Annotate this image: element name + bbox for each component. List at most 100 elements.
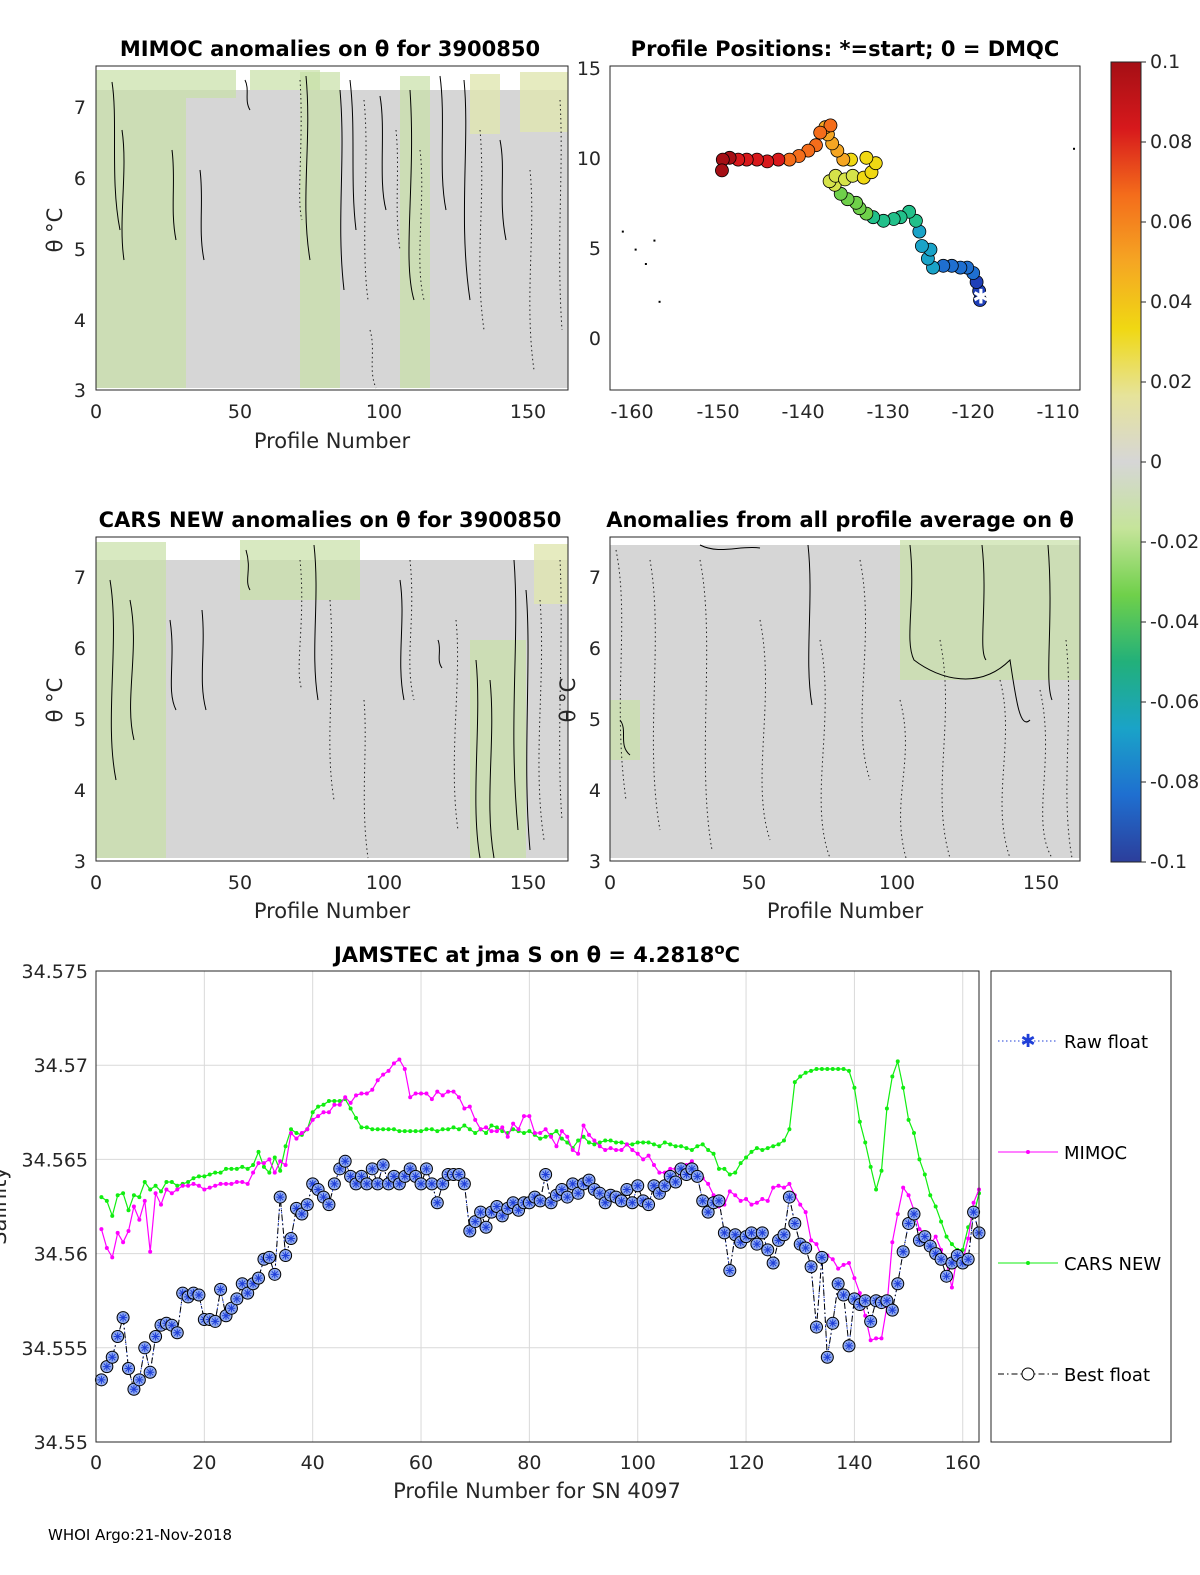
cars-point bbox=[760, 1147, 765, 1152]
cars-point bbox=[765, 1146, 770, 1151]
mimoc-point bbox=[316, 1114, 321, 1119]
y-tick-label: 5 bbox=[74, 709, 86, 731]
mimoc-point bbox=[830, 1257, 835, 1262]
colorbar-tick-label: 0.04 bbox=[1150, 291, 1192, 313]
mimoc-point bbox=[245, 1181, 250, 1186]
cars-point bbox=[890, 1074, 895, 1079]
mimoc-point bbox=[603, 1147, 608, 1152]
raw-float-point bbox=[866, 1317, 875, 1326]
y-tick-label: 5 bbox=[589, 709, 601, 731]
cars-point bbox=[895, 1059, 900, 1064]
cars-point bbox=[440, 1127, 445, 1132]
raw-float-point bbox=[384, 1179, 393, 1188]
cars-point bbox=[159, 1189, 164, 1194]
raw-float-point bbox=[909, 1210, 918, 1219]
cars-point bbox=[651, 1142, 656, 1147]
cars-point bbox=[348, 1106, 353, 1111]
raw-float-point bbox=[639, 1196, 648, 1205]
y-tick-label: 34.56 bbox=[34, 1244, 88, 1266]
mimoc-point bbox=[576, 1151, 581, 1156]
mimoc-point bbox=[419, 1091, 424, 1096]
mimoc-point bbox=[191, 1181, 196, 1186]
mimoc-point bbox=[505, 1134, 510, 1139]
cars-point bbox=[819, 1066, 824, 1071]
x-tick-label: -110 bbox=[1036, 401, 1079, 423]
mimoc-point bbox=[906, 1193, 911, 1198]
raw-float-point bbox=[855, 1300, 864, 1309]
cars-point bbox=[354, 1115, 359, 1120]
salinity-title-main: JAMSTEC at jma S on θ = 4.2818 bbox=[332, 943, 714, 967]
cars-point bbox=[700, 1142, 705, 1147]
x-tick-label: -130 bbox=[866, 401, 909, 423]
cars-point bbox=[224, 1166, 229, 1171]
x-tick-label: 0 bbox=[90, 401, 102, 423]
panel-average-xticks: 0 50 100 150 bbox=[604, 872, 1059, 894]
profile-position-marker bbox=[813, 125, 828, 140]
mimoc-point bbox=[570, 1147, 575, 1152]
cars-point bbox=[787, 1127, 792, 1132]
raw-float-point bbox=[796, 1240, 805, 1249]
contour-lines-negative bbox=[615, 549, 1073, 859]
mimoc-point bbox=[440, 1093, 445, 1098]
x-tick-label: 150 bbox=[510, 401, 546, 423]
mimoc-point bbox=[760, 1196, 765, 1201]
raw-float-point bbox=[487, 1208, 496, 1217]
mimoc-point bbox=[180, 1183, 185, 1188]
x-tick-label: 50 bbox=[742, 872, 766, 894]
position-speck bbox=[653, 239, 656, 242]
mimoc-point bbox=[121, 1240, 126, 1245]
mimoc-point bbox=[153, 1191, 158, 1196]
cars-point bbox=[559, 1136, 564, 1141]
panel-positions-yticks: 0 5 10 15 bbox=[577, 58, 601, 350]
y-tick-label: 7 bbox=[74, 567, 86, 589]
raw-float-point bbox=[839, 1291, 848, 1300]
cars-point bbox=[565, 1140, 570, 1145]
raw-float-point bbox=[649, 1181, 658, 1190]
x-tick-label: 100 bbox=[620, 1452, 656, 1474]
dot-marker-icon bbox=[1026, 1261, 1030, 1265]
raw-float-point bbox=[758, 1228, 767, 1237]
raw-float-point bbox=[882, 1296, 891, 1305]
cars-point bbox=[857, 1119, 862, 1124]
panel-positions: Profile Positions: *=start; 0 = DMQC ✱ -… bbox=[577, 37, 1081, 423]
contour-lines bbox=[111, 75, 507, 301]
cars-point bbox=[939, 1219, 944, 1224]
cars-point bbox=[603, 1138, 608, 1143]
panel-average-yticks: 3 4 5 6 7 bbox=[589, 567, 601, 873]
colorbar-ticks: 0.1 0.08 0.06 0.04 0.02 0 -0.02 -0.04 -0.06 -0.08… bbox=[1141, 51, 1199, 873]
y-tick-label: 4 bbox=[589, 780, 601, 802]
raw-float-point bbox=[590, 1185, 599, 1194]
mimoc-point bbox=[435, 1089, 440, 1094]
cars-point bbox=[191, 1176, 196, 1181]
y-tick-label: 7 bbox=[589, 567, 601, 589]
mimoc-point bbox=[971, 1200, 976, 1205]
raw-float-point bbox=[124, 1364, 133, 1373]
cars-point bbox=[852, 1085, 857, 1090]
raw-float-point bbox=[552, 1191, 561, 1200]
mimoc-point bbox=[299, 1131, 304, 1136]
panel-mimoc-field bbox=[96, 70, 568, 389]
raw-float-point bbox=[828, 1319, 837, 1328]
mimoc-point bbox=[364, 1091, 369, 1096]
mimoc-point bbox=[733, 1193, 738, 1198]
y-tick-label: 5 bbox=[589, 238, 601, 260]
cars-point bbox=[944, 1234, 949, 1239]
raw-float-point bbox=[725, 1266, 734, 1275]
salinity-title-unit: C bbox=[725, 943, 740, 967]
cars-point bbox=[240, 1164, 245, 1169]
raw-float-point bbox=[178, 1289, 187, 1298]
position-speck bbox=[621, 230, 624, 233]
raw-float-point bbox=[503, 1204, 512, 1213]
mimoc-point bbox=[429, 1097, 434, 1102]
cars-point bbox=[370, 1127, 375, 1132]
raw-float-point bbox=[460, 1179, 469, 1188]
raw-float-point bbox=[850, 1294, 859, 1303]
mimoc-point bbox=[635, 1151, 640, 1156]
legend-entry-raw: ✱ Raw float bbox=[998, 1031, 1148, 1053]
contour-lines-negative bbox=[299, 79, 563, 389]
cars-point bbox=[456, 1127, 461, 1132]
profile-position-marker bbox=[823, 118, 838, 133]
mimoc-point bbox=[294, 1136, 299, 1141]
salinity-yticks: 34.55 34.555 34.56 34.565 34.57 34.575 bbox=[22, 961, 88, 1454]
